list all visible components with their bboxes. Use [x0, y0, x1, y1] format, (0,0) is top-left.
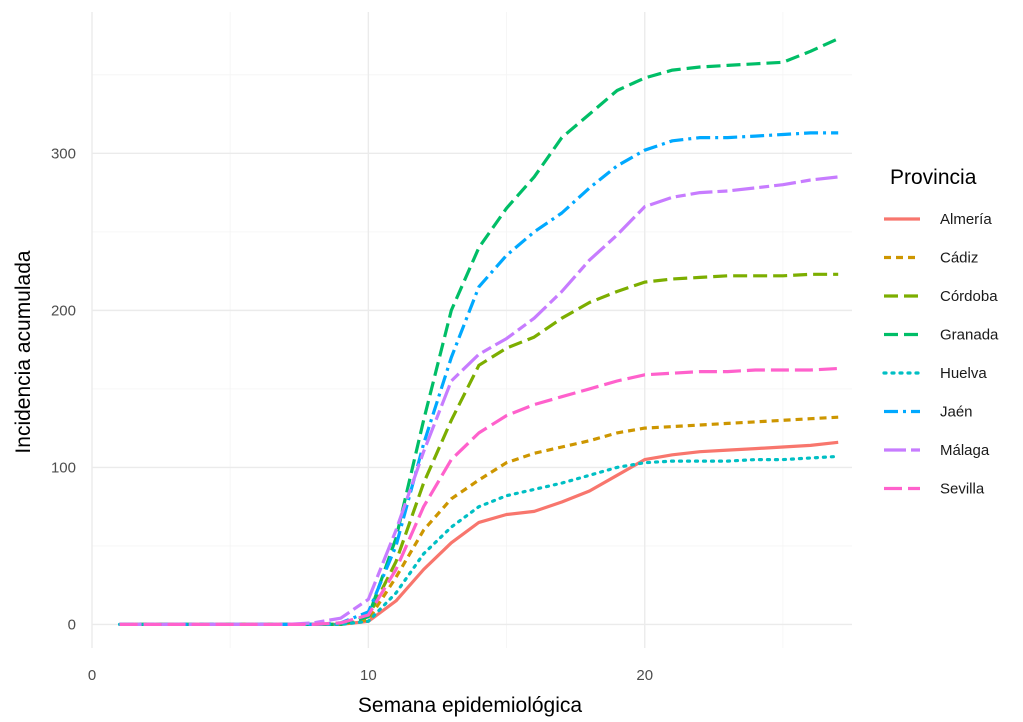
series-group	[117, 37, 840, 627]
y-tick-label: 100	[51, 459, 76, 476]
series-line	[117, 454, 840, 627]
legend-title: Provincia	[890, 166, 977, 189]
x-axis-ticks: 0 10 20	[88, 667, 653, 684]
legend-label: Cádiz	[940, 250, 978, 267]
grid	[91, 12, 852, 648]
series-line	[119, 440, 839, 627]
legend-label: Málaga	[940, 442, 990, 459]
legend-label: Córdoba	[940, 288, 998, 305]
x-tick-label: 10	[360, 667, 377, 684]
series-line	[119, 175, 839, 627]
x-axis-title: Semana epidemiológica	[358, 694, 582, 717]
y-tick-label: 0	[68, 616, 76, 633]
series-line	[119, 415, 839, 627]
y-axis-title: Incidencia acumulada	[12, 250, 35, 453]
series-line	[119, 366, 839, 627]
y-axis-ticks: 0 100 200 300	[51, 145, 76, 633]
legend-label: Huelva	[940, 365, 987, 382]
legend: Provincia Almería Cádiz Córdoba Granada Huel…	[882, 166, 999, 498]
legend-label: Almería	[940, 211, 992, 228]
y-tick-label: 300	[51, 145, 76, 162]
y-tick-label: 200	[51, 302, 76, 319]
series-line	[119, 131, 839, 627]
legend-label: Granada	[940, 327, 999, 344]
series-line	[119, 272, 839, 627]
legend-label: Jaén	[940, 404, 973, 421]
legend-label: Sevilla	[940, 481, 985, 498]
x-tick-label: 0	[88, 667, 96, 684]
x-tick-label: 20	[636, 667, 653, 684]
series-line	[119, 37, 839, 627]
